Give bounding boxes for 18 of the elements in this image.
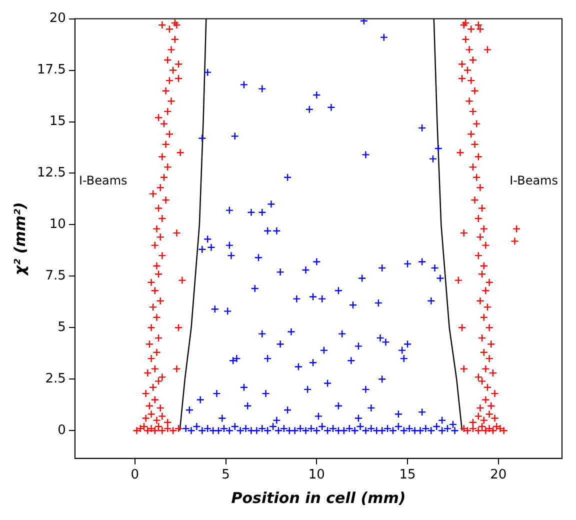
y-tick-label: 2.5: [45, 372, 66, 387]
y-tick-label: 20: [49, 11, 66, 26]
y-tick-label: 5: [58, 320, 66, 336]
x-tick-label: 20: [490, 468, 507, 483]
y-tick-label: 17.5: [36, 62, 66, 78]
x-tick-label: 15: [399, 468, 416, 483]
x-tick-label: 5: [222, 468, 230, 483]
x-axis-title: Position in cell (mm): [231, 488, 406, 507]
annotation: I-Beams: [510, 174, 558, 188]
y-tick-label: 7.5: [45, 268, 66, 284]
annotation: I-Beams: [78, 174, 128, 188]
y-tick-label: 12.5: [36, 166, 66, 181]
y-tick-label: 15: [49, 114, 66, 130]
x-tick-label: 10: [308, 468, 325, 483]
y-axis-title: χ² (mm²): [10, 202, 29, 276]
x-tick-label: 0: [130, 468, 140, 483]
y-tick-label: 0: [58, 422, 66, 438]
y-tick-label: 10: [49, 217, 66, 232]
